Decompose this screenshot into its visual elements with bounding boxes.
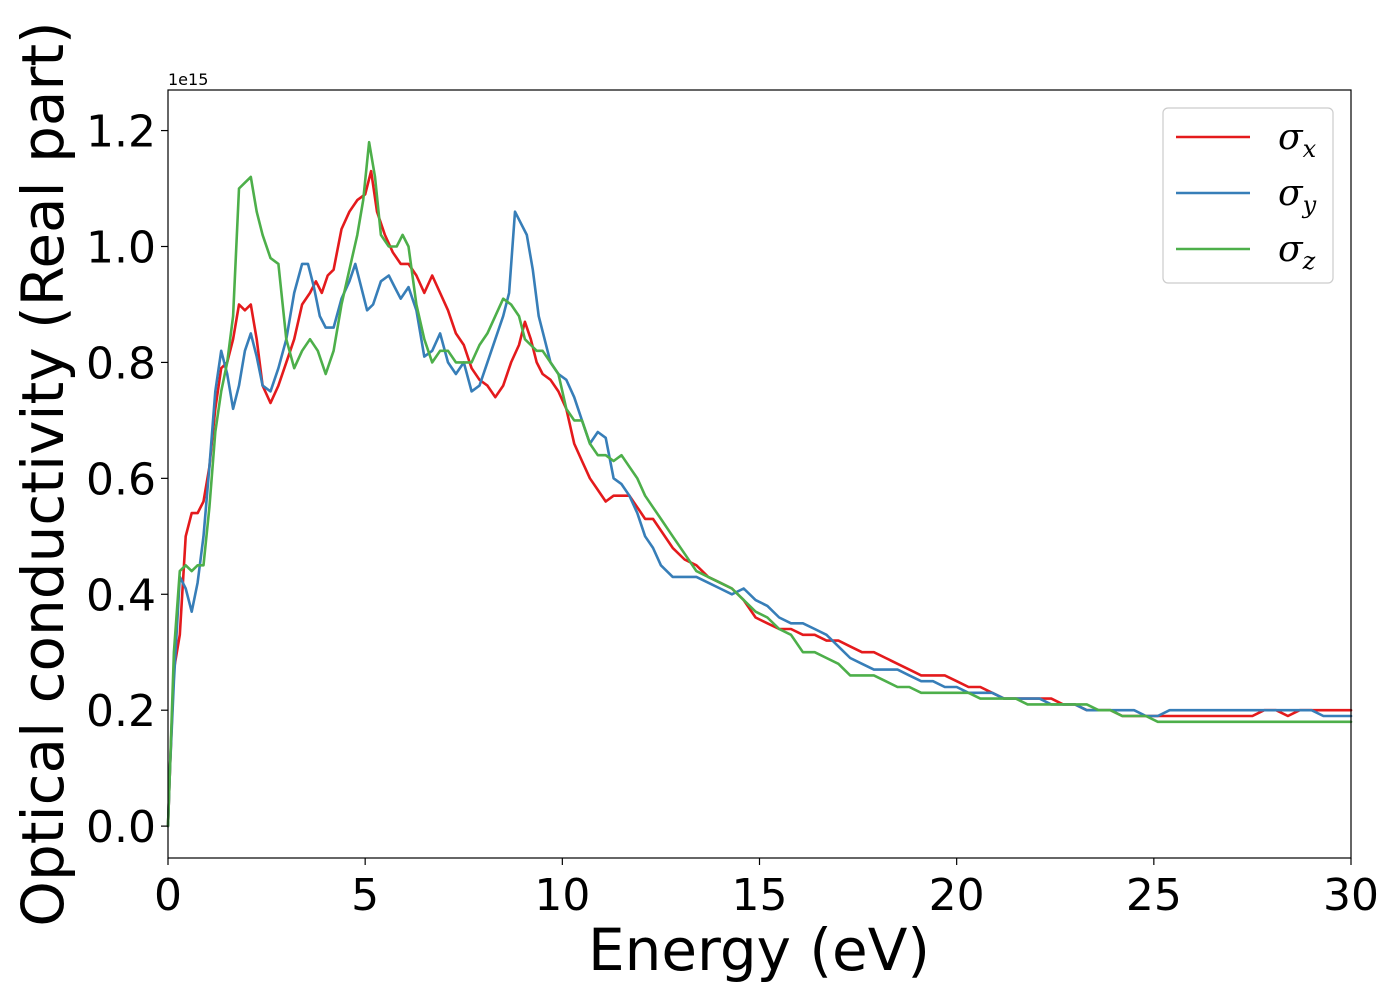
- legend-box: [1162, 107, 1334, 284]
- x-tick-label: 30: [1323, 870, 1379, 921]
- x-tick-label: 20: [929, 870, 985, 921]
- series-layer: [166, 140, 1353, 828]
- legend-label-subscript: y: [1302, 191, 1317, 219]
- series-line-z: [166, 140, 1353, 828]
- legend-label-subscript: z: [1302, 247, 1316, 275]
- legend-label-z: σz: [1278, 229, 1316, 275]
- legend-label-base: σ: [1278, 229, 1304, 270]
- legend-label-base: σ: [1278, 173, 1304, 214]
- x-tick-label: 25: [1126, 870, 1182, 921]
- y-tick-label: 0.4: [86, 570, 156, 621]
- y-axis: 0.0 0.2 0.4 0.6 0.8 1.0 1.2: [86, 107, 168, 853]
- y-tick-label: 0.8: [86, 338, 156, 389]
- y-axis-title: Optical conductivity (Real part): [9, 21, 77, 926]
- y-tick-label: 0.6: [86, 454, 156, 505]
- x-tick-label: 0: [154, 870, 182, 921]
- y-tick-label: 1.2: [86, 107, 156, 158]
- x-axis: 0 5 10 15 20 25 30: [154, 858, 1379, 921]
- y-offset-text: 1e15: [168, 70, 208, 89]
- y-tick-label: 1.0: [86, 222, 156, 273]
- x-tick-label: 5: [351, 870, 379, 921]
- x-axis-title: Energy (eV): [588, 916, 930, 984]
- series-line-y: [166, 210, 1353, 828]
- legend-label-y: σy: [1278, 173, 1317, 219]
- x-tick-label: 10: [534, 870, 590, 921]
- y-tick-label: 0.2: [86, 686, 156, 737]
- y-tick-label: 0.0: [86, 802, 156, 853]
- legend-label-base: σ: [1278, 117, 1304, 158]
- legend-label-x: σx: [1278, 117, 1317, 163]
- legend-label-subscript: x: [1303, 135, 1317, 163]
- x-tick-label: 15: [732, 870, 788, 921]
- plot-background: [168, 90, 1351, 858]
